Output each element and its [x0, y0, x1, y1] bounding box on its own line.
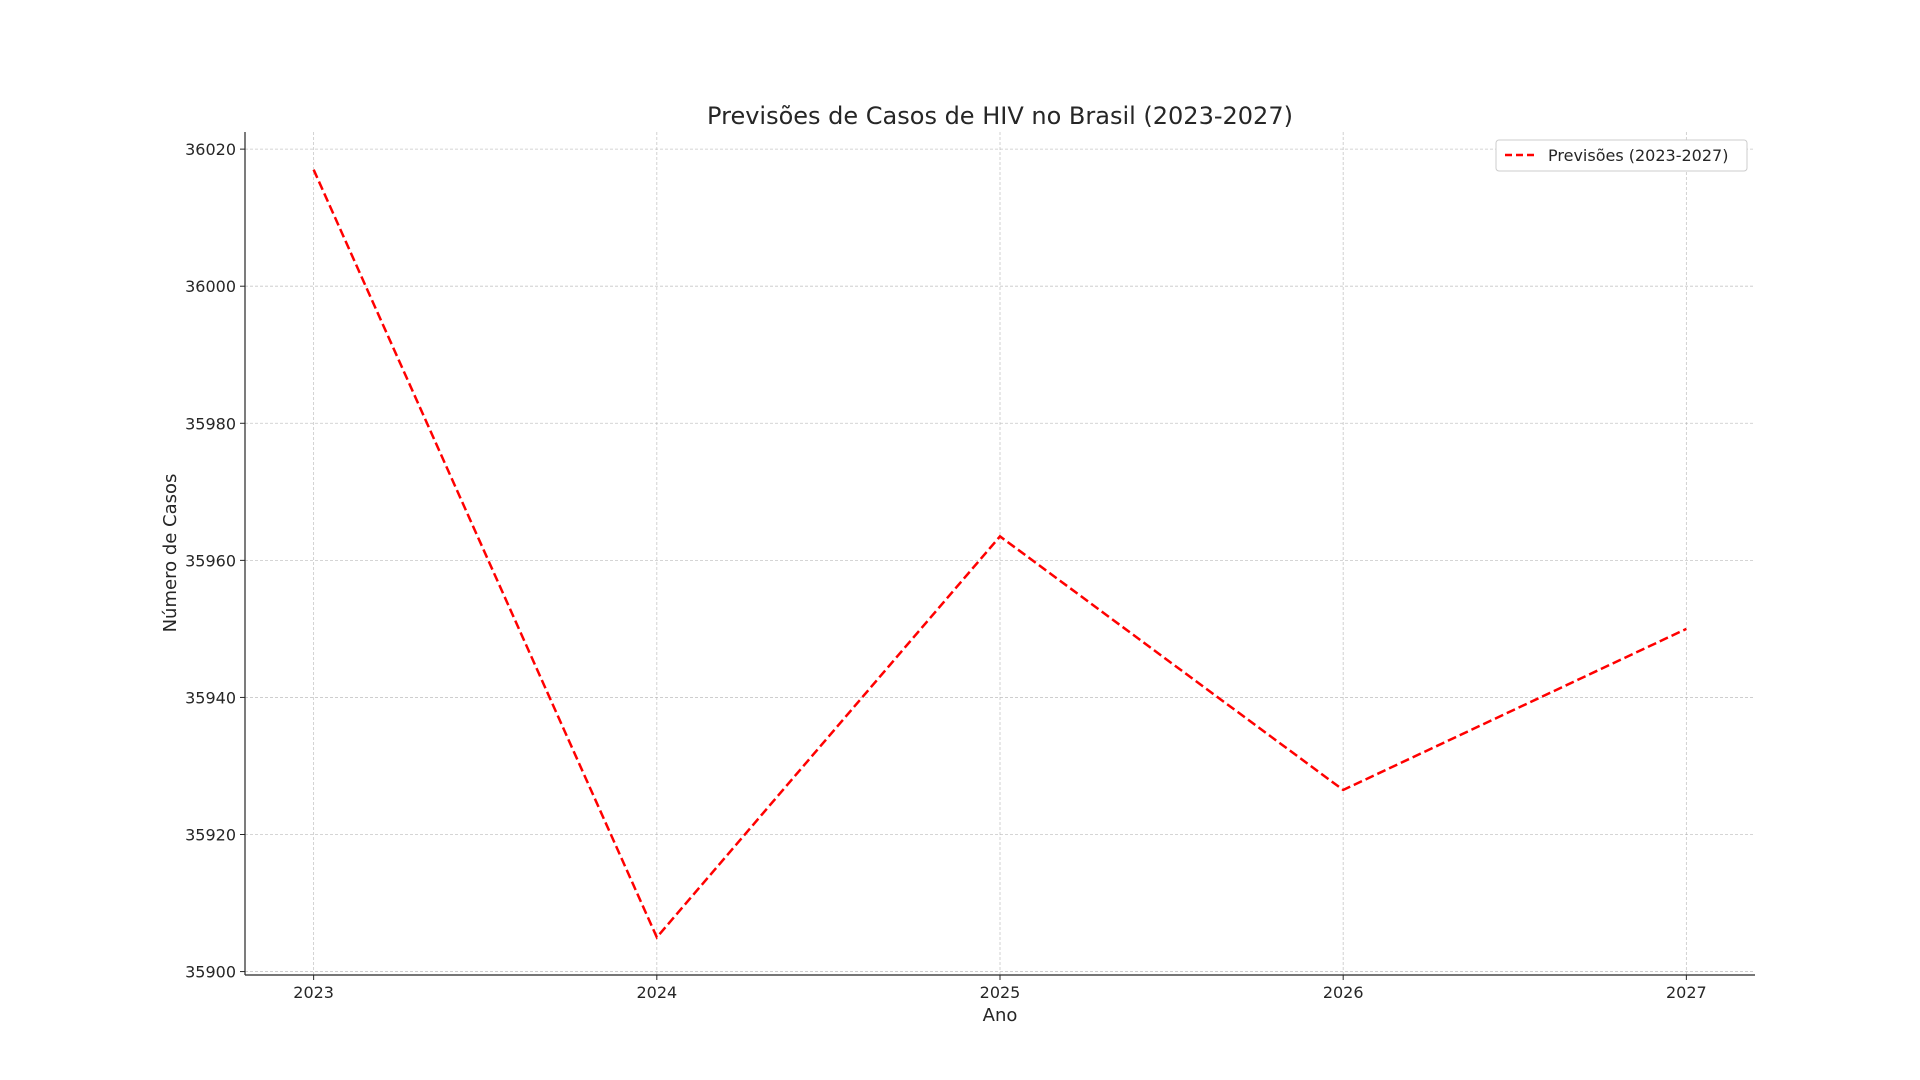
y-tick-label: 35900 — [185, 963, 236, 982]
y-tick-label: 35940 — [185, 688, 236, 707]
y-axis-ticks: 35900 35920 35940 35960 35980 36000 36020 — [185, 140, 245, 982]
y-tick-label: 35980 — [185, 414, 236, 433]
x-tick-label: 2023 — [293, 983, 334, 1002]
x-tick-label: 2025 — [980, 983, 1021, 1002]
x-tick-label: 2027 — [1666, 983, 1707, 1002]
x-axis-ticks: 2023 2024 2025 2026 2027 — [293, 975, 1707, 1002]
grid-lines — [245, 132, 1755, 975]
legend-entry-label: Previsões (2023-2027) — [1548, 146, 1728, 165]
y-tick-label: 35920 — [185, 826, 236, 845]
y-tick-label: 35960 — [185, 551, 236, 570]
series-line — [312, 169, 1687, 940]
y-tick-label: 36020 — [185, 140, 236, 159]
x-axis-label: Ano — [983, 1005, 1018, 1026]
legend: Previsões (2023-2027) — [1495, 139, 1748, 172]
x-tick-label: 2024 — [636, 983, 677, 1002]
legend-box — [1495, 139, 1748, 172]
x-tick-label: 2026 — [1323, 983, 1364, 1002]
chart-title: Previsões de Casos de HIV no Brasil (202… — [707, 102, 1293, 130]
series-layer — [312, 169, 1687, 940]
y-tick-label: 36000 — [185, 277, 236, 296]
y-axis-label: Número de Casos — [160, 474, 181, 633]
